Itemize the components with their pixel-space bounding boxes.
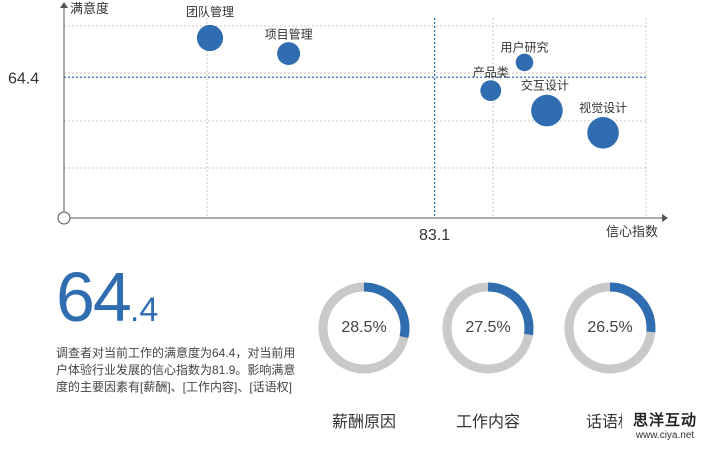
- data-point: [587, 117, 619, 149]
- y-axis-title: 满意度: [70, 1, 109, 16]
- donut-ring: [442, 282, 534, 374]
- chart-grid: [64, 18, 648, 218]
- x-axis-arrow: [662, 214, 668, 222]
- donut-chart: 27.5% 工作内容: [433, 278, 543, 432]
- watermark-name: 思洋互动: [632, 411, 697, 429]
- donut-ring: [564, 282, 656, 374]
- data-point: [480, 80, 502, 101]
- satisfaction-value-int: 64: [56, 258, 132, 336]
- data-point-label: 用户研究: [500, 39, 548, 54]
- summary-description: 调查者对当前工作的满意度为64.4，对当前用户体验行业发展的信心指数为81.9。…: [56, 346, 296, 394]
- data-point: [277, 42, 301, 66]
- donut-percent: 28.5%: [341, 319, 387, 336]
- data-point: [531, 94, 563, 127]
- reference-label-y: 64.4: [8, 70, 39, 87]
- data-point-label: 产品类: [473, 66, 509, 80]
- donut-label: 话语权: [585, 414, 634, 431]
- reference-label-x: 83.1: [419, 227, 450, 244]
- donut-arc: [564, 282, 656, 374]
- data-point-label: 团队管理: [186, 4, 234, 19]
- donut-percent: 27.5%: [465, 319, 511, 336]
- watermark-logo: 思洋互动 www.ciya.net: [622, 403, 708, 447]
- data-point-label: 交互设计: [521, 78, 569, 93]
- data-point: [196, 24, 224, 52]
- donut-arc: [442, 282, 534, 374]
- donut-label: 薪酬原因: [331, 414, 396, 431]
- y-axis-arrow: [60, 2, 68, 8]
- satisfaction-value: 64.4: [56, 262, 158, 332]
- data-point-label: 视觉设计: [579, 100, 627, 115]
- x-axis-title: 信心指数: [606, 224, 658, 239]
- donut-percent: 26.5%: [587, 319, 633, 336]
- data-point: [515, 53, 534, 72]
- donut-arc: [318, 282, 410, 374]
- donut-chart: 28.5% 薪酬原因: [309, 278, 419, 432]
- data-point-label: 项目管理: [265, 27, 313, 42]
- donut-charts: 28.5% 薪酬原因 27.5% 工作内容 26.5% 话语权: [300, 278, 720, 455]
- satisfaction-value-dec: .4: [129, 291, 159, 329]
- donut-chart: 26.5% 话语权: [555, 278, 665, 432]
- donut-ring: [318, 282, 410, 374]
- origin-marker: [57, 211, 71, 225]
- watermark-url: www.ciya.net: [635, 430, 695, 441]
- donut-label: 工作内容: [455, 414, 520, 431]
